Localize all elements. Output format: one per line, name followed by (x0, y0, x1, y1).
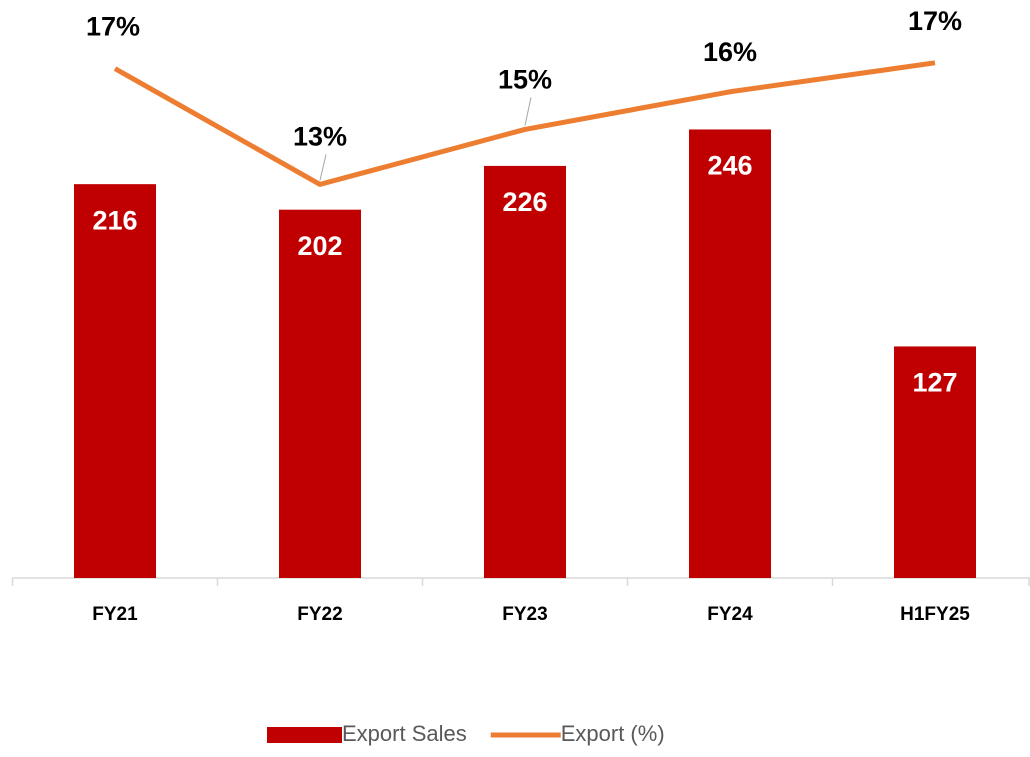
line-label: 15% (498, 65, 552, 95)
legend-swatch (267, 727, 342, 743)
legend-label: Export (%) (561, 721, 665, 746)
leader-line (319, 154, 327, 181)
x-tick-label: H1FY25 (900, 604, 970, 625)
x-tick-label: FY22 (297, 604, 342, 625)
bar-label: 226 (502, 187, 547, 217)
x-tick-label: FY23 (502, 604, 547, 625)
line-label: 17% (908, 6, 962, 36)
bar-label: 202 (297, 231, 342, 261)
x-tick-label: FY21 (92, 604, 138, 625)
line (113, 60, 936, 187)
line-label: 17% (86, 12, 140, 42)
bar (484, 165, 566, 578)
x-tick-label: FY24 (707, 604, 753, 625)
line-label: 13% (293, 122, 347, 152)
bar (279, 209, 361, 579)
line-label: 16% (703, 37, 757, 67)
bar-label: 127 (912, 368, 957, 398)
bar-label: 216 (92, 205, 137, 235)
legend-label: Export Sales (342, 721, 467, 746)
bar (689, 129, 771, 578)
bar-label: 246 (707, 151, 752, 181)
bar (894, 346, 976, 578)
bar (74, 184, 156, 578)
leader-line (524, 97, 532, 126)
